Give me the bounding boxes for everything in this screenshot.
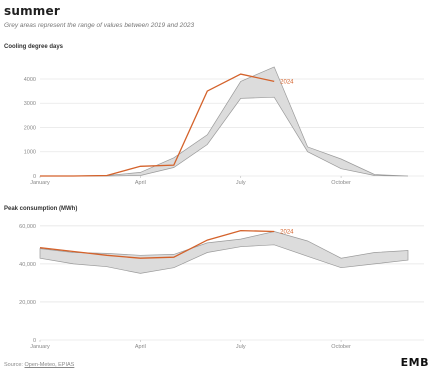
panel-title: Peak consumption (MWh) (4, 206, 77, 212)
x-tick-label: January (30, 180, 50, 186)
y-tick-label: 20,000 (19, 300, 36, 306)
chart-panel-2: Peak consumption (MWh) 0 20,000 40,000 60,00… (4, 206, 424, 350)
y-tick-label: 40,000 (19, 262, 36, 268)
source-link[interactable]: Open-Meteo, EPIAS (24, 362, 75, 368)
y-tick-label: 60,000 (19, 224, 36, 230)
source-note: Source: Open-Meteo, EPIAS (4, 362, 74, 368)
x-tick-label: July (236, 180, 246, 186)
y-tick-label: 0 (33, 338, 36, 344)
range-band (39, 231, 409, 274)
panel-title: Cooling degree days (4, 44, 64, 50)
x-tick-label: October (331, 180, 351, 186)
chart-subtitle: Grey areas represent the range of values… (4, 22, 195, 29)
x-tick-label: October (331, 344, 351, 350)
series-label-2024: 2024 (280, 79, 294, 85)
x-tick-label: April (135, 344, 146, 350)
x-tick-label: April (135, 180, 146, 186)
y-tick-label: 2000 (24, 125, 36, 131)
y-tick-label: 1000 (24, 150, 36, 156)
range-band (40, 66, 409, 177)
brand-logo: EMB (400, 356, 429, 369)
series-line-2024 (40, 73, 275, 177)
chart-title: summer (4, 4, 60, 18)
y-tick-label: 4000 (24, 77, 36, 83)
series-label-2024: 2024 (280, 230, 294, 236)
y-tick-label: 0 (33, 174, 36, 180)
source-label: Source: (4, 362, 23, 368)
series-line-2024 (39, 229, 275, 259)
x-tick-label: July (236, 344, 246, 350)
chart-panel-1: Cooling degree days 0 1000 2000 3000 4000 Janu… (4, 44, 424, 186)
y-tick-label: 3000 (24, 101, 36, 107)
x-tick-label: January (30, 344, 50, 350)
